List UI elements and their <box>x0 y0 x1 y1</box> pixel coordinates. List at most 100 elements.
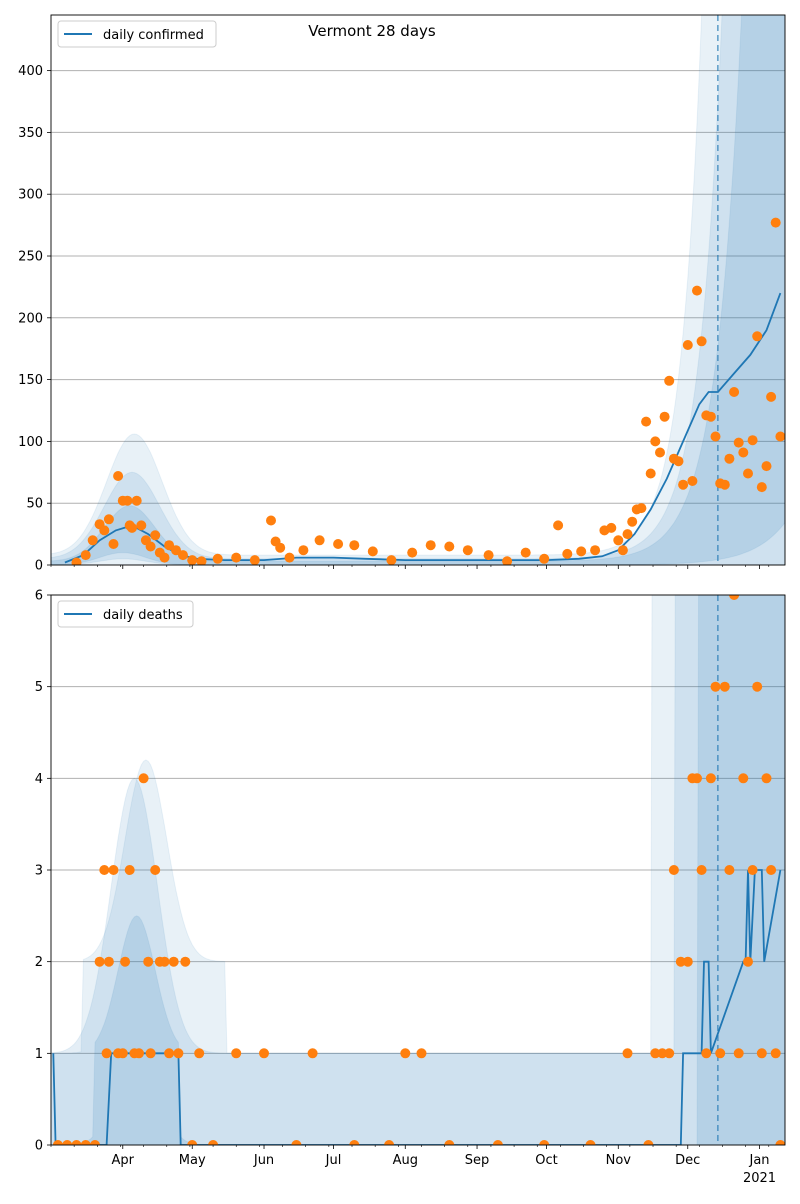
data-point <box>367 546 378 557</box>
data-point <box>627 516 638 527</box>
x-tick-label: Oct <box>535 1153 557 1168</box>
x-tick-label: Nov <box>606 1153 632 1168</box>
data-point <box>756 1048 767 1059</box>
legend-label: daily deaths <box>103 608 183 623</box>
data-point <box>178 550 188 561</box>
data-point <box>682 340 693 350</box>
data-point <box>682 956 693 967</box>
data-point <box>657 1048 668 1059</box>
data-point <box>733 1048 744 1059</box>
data-point <box>298 545 309 556</box>
legend: daily confirmed <box>57 20 217 48</box>
data-point <box>761 773 772 784</box>
data-point <box>539 1140 550 1145</box>
data-point <box>103 956 114 967</box>
x-tick-label: Jun <box>253 1153 274 1168</box>
data-point <box>416 1048 427 1059</box>
data-point <box>134 1048 144 1059</box>
data-point <box>675 956 686 967</box>
data-point <box>553 520 564 531</box>
data-point <box>159 956 170 967</box>
data-point <box>492 1140 503 1145</box>
confidence-band <box>51 595 785 1145</box>
data-point <box>766 391 777 402</box>
data-point <box>756 482 767 493</box>
data-point <box>664 1048 675 1059</box>
data-point <box>650 1048 661 1059</box>
data-point <box>710 681 721 692</box>
data-point <box>349 1140 360 1145</box>
data-point <box>719 479 730 490</box>
data-point <box>187 1140 198 1145</box>
data-point <box>150 530 161 541</box>
observed-points <box>71 217 785 565</box>
y-tick-label: 350 <box>18 126 43 141</box>
data-point <box>71 1140 82 1145</box>
data-point <box>590 545 601 556</box>
data-point <box>90 1140 100 1145</box>
data-point <box>715 1048 726 1059</box>
data-point <box>659 411 670 422</box>
data-point <box>520 547 531 558</box>
data-point <box>124 865 135 875</box>
data-point <box>483 550 494 561</box>
y-tick-label: 100 <box>18 435 43 450</box>
data-point <box>307 1048 318 1059</box>
x-tick-label: Dec <box>675 1153 700 1168</box>
data-point <box>724 865 735 875</box>
data-point <box>585 1140 596 1145</box>
confidence-bands <box>51 15 785 565</box>
data-point <box>775 1140 785 1145</box>
confidence-band <box>51 15 785 565</box>
data-point <box>673 456 684 467</box>
data-point <box>622 1048 633 1059</box>
data-point <box>687 476 698 486</box>
data-point <box>738 447 749 458</box>
data-point <box>539 553 550 564</box>
data-point <box>173 1048 184 1059</box>
x-tick-label: Jan <box>749 1153 770 1168</box>
y-tick-label: 300 <box>18 188 43 203</box>
data-point <box>576 546 587 557</box>
observed-points <box>52 595 785 1145</box>
data-point <box>94 956 105 967</box>
data-point <box>692 285 702 296</box>
data-point <box>701 1048 712 1059</box>
data-point <box>168 956 179 967</box>
data-point <box>444 541 455 552</box>
data-point <box>770 217 781 228</box>
data-point <box>747 435 758 446</box>
data-point <box>729 595 740 600</box>
data-point <box>752 681 763 692</box>
confidence-band <box>51 595 785 1145</box>
data-point <box>138 773 149 784</box>
data-point <box>187 555 198 565</box>
x-tick-label: Sep <box>465 1153 490 1168</box>
axes-frame <box>50 594 786 1146</box>
confidence-band <box>51 15 785 565</box>
data-point <box>606 522 617 533</box>
data-point <box>775 431 785 442</box>
y-tick-label: 400 <box>18 64 43 79</box>
data-point <box>770 1048 781 1059</box>
data-point <box>180 956 191 967</box>
data-point <box>462 545 473 556</box>
confidence-band <box>51 15 785 565</box>
y-tick-label: 50 <box>26 497 43 512</box>
y-tick-label: 3 <box>35 864 43 879</box>
data-point <box>143 956 154 967</box>
data-point <box>171 545 181 556</box>
data-point <box>259 1048 269 1059</box>
data-point <box>145 1048 156 1059</box>
data-point <box>212 553 223 564</box>
data-point <box>655 447 665 458</box>
data-point <box>761 461 772 472</box>
y-tick-label: 6 <box>35 589 43 604</box>
data-point <box>194 1048 205 1059</box>
data-point <box>127 522 137 533</box>
data-point <box>444 1140 455 1145</box>
y-tick-label: 5 <box>35 680 43 695</box>
data-point <box>613 535 624 546</box>
data-point <box>668 865 679 875</box>
data-point <box>275 542 286 553</box>
